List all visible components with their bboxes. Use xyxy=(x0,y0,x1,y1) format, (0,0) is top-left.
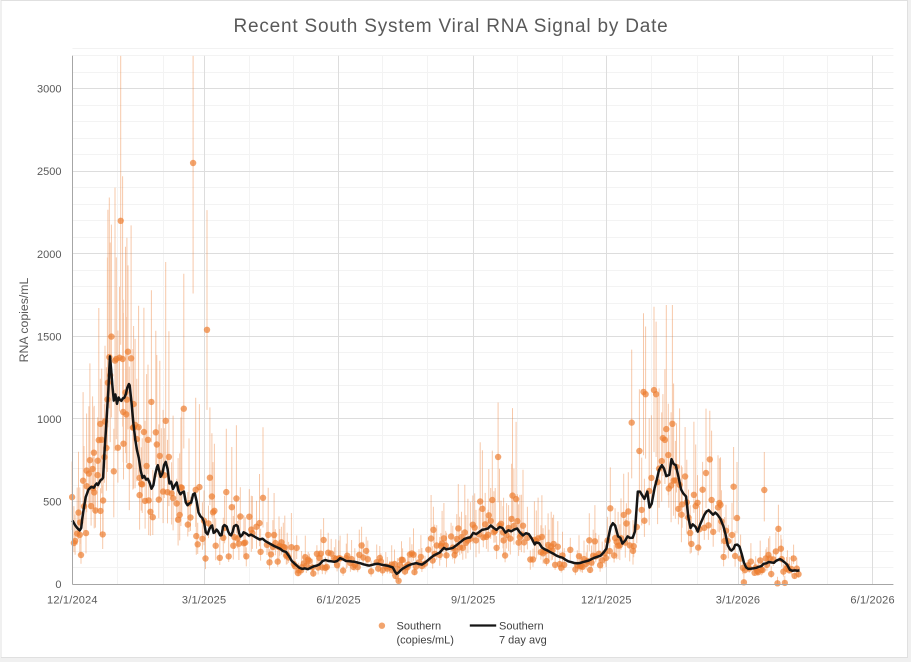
svg-text:9/1/2025: 9/1/2025 xyxy=(451,594,495,606)
svg-text:12/1/2025: 12/1/2025 xyxy=(581,594,632,606)
svg-text:Southern: Southern xyxy=(499,621,544,633)
svg-text:(copies/mL): (copies/mL) xyxy=(397,635,454,647)
svg-text:3000: 3000 xyxy=(37,84,61,96)
svg-text:12/1/2024: 12/1/2024 xyxy=(47,594,98,606)
svg-text:Southern: Southern xyxy=(397,621,442,633)
svg-text:6/1/2025: 6/1/2025 xyxy=(316,594,360,606)
svg-text:1500: 1500 xyxy=(37,331,61,343)
svg-text:2500: 2500 xyxy=(37,166,61,178)
svg-text:2000: 2000 xyxy=(37,249,61,261)
svg-text:0: 0 xyxy=(55,579,61,591)
svg-text:3/1/2026: 3/1/2026 xyxy=(716,594,760,606)
svg-text:1000: 1000 xyxy=(37,414,61,426)
svg-text:6/1/2026: 6/1/2026 xyxy=(850,594,894,606)
svg-text:7 day avg: 7 day avg xyxy=(499,635,547,647)
svg-text:3/1/2025: 3/1/2025 xyxy=(182,594,226,606)
svg-text:Recent South System Viral RNA: Recent South System Viral RNA Signal by … xyxy=(233,16,668,37)
svg-text:RNA copies/mL: RNA copies/mL xyxy=(17,277,31,362)
svg-text:500: 500 xyxy=(43,496,61,508)
